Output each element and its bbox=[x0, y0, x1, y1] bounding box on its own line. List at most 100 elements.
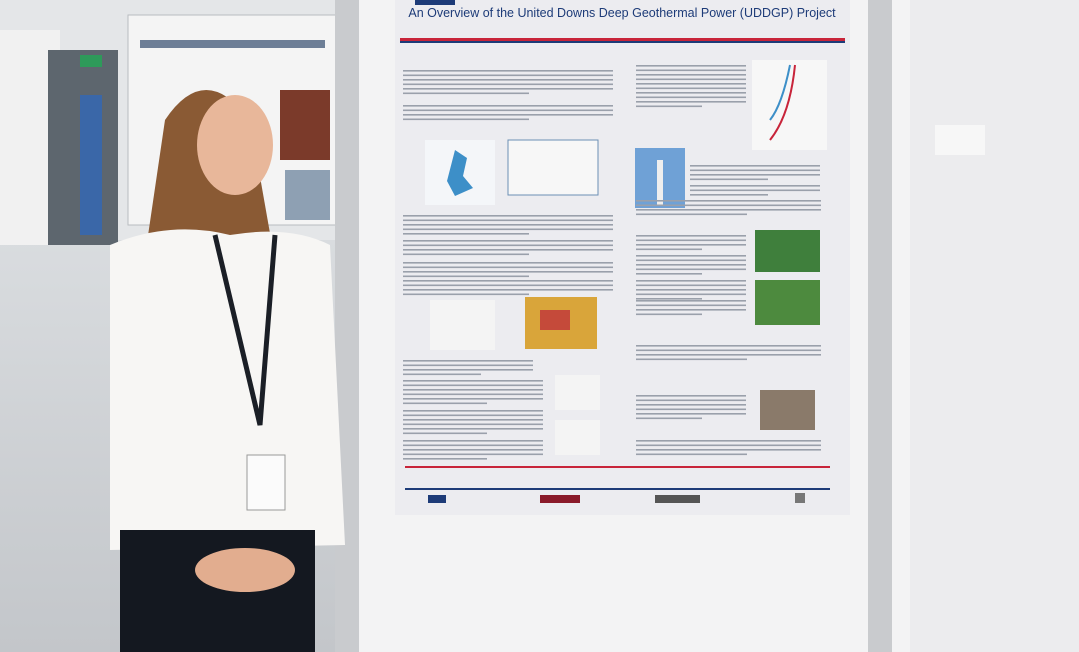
wall-sign bbox=[935, 125, 985, 155]
poster-text-line bbox=[403, 79, 613, 81]
poster-text-line bbox=[403, 398, 543, 400]
poster-text-line bbox=[403, 240, 613, 242]
poster-text-line bbox=[403, 380, 543, 382]
poster-text-line bbox=[636, 92, 746, 94]
poster-text-line bbox=[636, 440, 821, 442]
sponsor-logo bbox=[540, 495, 580, 503]
poster-text-line bbox=[690, 194, 768, 196]
poster-text-line bbox=[636, 259, 746, 262]
poster-text-line bbox=[636, 78, 746, 81]
poster-text-line bbox=[636, 289, 746, 291]
poster-text-line bbox=[636, 309, 746, 311]
poster-text-line bbox=[636, 399, 746, 402]
poster-text-line bbox=[636, 404, 746, 406]
poster-text-line bbox=[403, 423, 543, 426]
event-photo bbox=[760, 390, 815, 430]
poster-text-line bbox=[403, 266, 613, 269]
poster-text-line bbox=[690, 178, 768, 181]
poster-text-line bbox=[636, 413, 746, 415]
poster-text-line bbox=[403, 219, 613, 222]
poster-text-line bbox=[636, 87, 746, 90]
right-wall bbox=[905, 0, 1079, 652]
poster-text-line bbox=[403, 360, 533, 362]
poster-text-line bbox=[636, 345, 821, 347]
uk-map-shape bbox=[447, 150, 473, 196]
footer-rule bbox=[405, 466, 830, 468]
poster-text-line bbox=[636, 83, 746, 85]
poster-text-line bbox=[403, 389, 543, 391]
poster-text-line bbox=[403, 449, 543, 451]
poster-text-line bbox=[636, 349, 821, 352]
sponsor-logo bbox=[655, 495, 700, 503]
trousers bbox=[120, 530, 315, 652]
poster-text-line bbox=[403, 284, 613, 287]
poster-text-line bbox=[403, 419, 543, 421]
poster-text-line bbox=[636, 293, 746, 296]
poster-text-line bbox=[636, 358, 747, 361]
badge bbox=[246, 454, 286, 511]
poster-text-line bbox=[403, 432, 487, 435]
poster-logo bbox=[415, 0, 455, 5]
background-poster-image bbox=[285, 170, 330, 220]
poster-text-line bbox=[403, 364, 533, 367]
poster-text-line bbox=[403, 109, 613, 112]
poster-text-line bbox=[636, 65, 746, 67]
poster-text-line bbox=[690, 169, 820, 172]
poster-text-line bbox=[636, 244, 746, 246]
poster-text-line bbox=[636, 304, 746, 307]
poster-text-line bbox=[636, 453, 747, 456]
poster-text-line bbox=[403, 410, 543, 412]
poster-text-line bbox=[403, 253, 529, 256]
poster-text-line bbox=[403, 393, 543, 396]
blouse bbox=[110, 229, 345, 550]
board-frame bbox=[868, 0, 892, 652]
poster-text-line bbox=[403, 373, 481, 376]
event-photo bbox=[755, 230, 820, 272]
poster-text-line bbox=[636, 444, 821, 447]
well-diagram bbox=[752, 60, 827, 150]
poster-text-line bbox=[636, 273, 702, 275]
poster-text-blocks bbox=[403, 65, 821, 460]
event-photo bbox=[755, 280, 820, 325]
background-poster-image bbox=[280, 90, 330, 160]
poster-text-line bbox=[403, 92, 529, 95]
sponsor-logo bbox=[795, 493, 805, 503]
poster-text-line bbox=[403, 228, 613, 231]
poster-text-line bbox=[690, 189, 820, 192]
poster-text-line bbox=[636, 395, 746, 397]
poster-text-line bbox=[403, 244, 613, 247]
poster-text-line bbox=[636, 101, 746, 103]
poster-text-line bbox=[636, 354, 821, 356]
hands bbox=[195, 548, 295, 592]
poster-text-line bbox=[636, 74, 746, 76]
poster-text-line bbox=[636, 417, 702, 420]
poster-text-line bbox=[403, 262, 613, 264]
poster-text-line bbox=[403, 428, 543, 430]
footer-rule bbox=[405, 488, 830, 490]
drill-rig bbox=[657, 160, 663, 205]
poster-text-line bbox=[690, 174, 820, 176]
poster-text-line bbox=[636, 298, 702, 300]
poster-text-line bbox=[403, 249, 613, 251]
poster-text-line bbox=[636, 239, 746, 242]
poster-text-line bbox=[403, 369, 533, 371]
poster-text-line bbox=[403, 271, 613, 273]
exit-sign bbox=[80, 55, 102, 67]
poster-text-line bbox=[403, 114, 613, 116]
poster-text-line bbox=[403, 414, 543, 417]
poster-text-line bbox=[636, 264, 746, 266]
poster-text-line bbox=[636, 105, 702, 108]
sponsor-logo bbox=[428, 495, 446, 503]
poster-text-line bbox=[636, 209, 821, 211]
figure bbox=[555, 375, 600, 410]
title-rule bbox=[400, 38, 845, 41]
poster-text-line bbox=[403, 280, 613, 282]
well-path bbox=[769, 64, 796, 141]
lanyard bbox=[212, 234, 278, 426]
poster-text-line bbox=[636, 284, 746, 287]
poster-text-line bbox=[403, 444, 543, 447]
poster-text-line bbox=[636, 248, 702, 251]
flag bbox=[80, 95, 102, 235]
face bbox=[197, 95, 273, 195]
